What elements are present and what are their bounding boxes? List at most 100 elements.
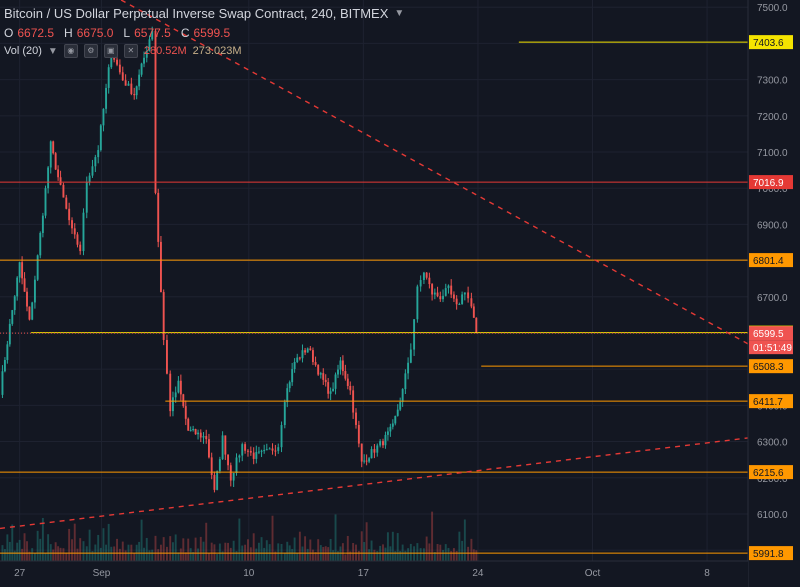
volume-bar [54, 542, 57, 561]
price-axis-background[interactable] [748, 0, 800, 587]
volume-bar [346, 535, 349, 561]
countdown-label: 01:51:49 [753, 343, 792, 354]
volume-bar [205, 522, 208, 561]
volume-bar [277, 543, 280, 561]
candle-body [252, 452, 255, 459]
candle-body [260, 450, 263, 452]
candle-body [363, 460, 366, 462]
volume-bar [133, 553, 136, 561]
candle-body [416, 286, 419, 320]
price-tick-label: 7300.0 [757, 76, 788, 87]
horizontal-levels[interactable] [0, 41, 748, 554]
volume-indicator-label[interactable]: Vol (20) [4, 45, 42, 57]
volume-bar [334, 514, 337, 561]
settings-icon[interactable]: ⚙ [83, 44, 98, 58]
volume-bar [174, 534, 177, 561]
candle-body [365, 460, 368, 462]
volume-bar [450, 551, 453, 561]
price-axis-level-labels: 7403.67016.96801.46601.06599.56508.36411… [749, 35, 793, 561]
source-icon[interactable]: ▣ [103, 44, 118, 58]
candle-body [399, 401, 402, 410]
volume-bar [436, 544, 439, 561]
volume-bar [227, 542, 230, 561]
volume-bar [107, 523, 110, 561]
candle-body [322, 373, 325, 380]
candle-body [277, 447, 280, 451]
volume-bar [216, 553, 219, 561]
volume-bar [370, 540, 373, 561]
candle-body [396, 409, 399, 416]
candle-body [148, 39, 151, 51]
volume-bar [52, 549, 55, 561]
volume-bar [409, 543, 412, 561]
volume-bar [455, 550, 458, 561]
candle-body [73, 228, 76, 235]
candle-body [394, 415, 397, 424]
candle-body [140, 63, 143, 75]
candle-body [184, 406, 187, 419]
chart-title[interactable]: Bitcoin / US Dollar Perpetual Inverse Sw… [4, 6, 389, 21]
candle-body [389, 426, 392, 432]
candle-body [235, 457, 238, 473]
candle-body [306, 348, 309, 353]
candle-body [88, 175, 91, 183]
volume-bar [47, 534, 50, 561]
chart-header: Bitcoin / US Dollar Perpetual Inverse Sw… [4, 6, 404, 21]
volume-bar [314, 552, 317, 561]
volume-bar [184, 552, 187, 561]
chevron-down-icon[interactable]: ▼ [47, 45, 58, 57]
volume-bar [260, 537, 263, 561]
time-axis-background[interactable] [0, 561, 748, 587]
candle-body [65, 197, 68, 209]
volume-bar [252, 533, 255, 561]
volume-bar [280, 543, 283, 561]
volume-bar [404, 550, 407, 561]
volume-bar [396, 533, 399, 561]
level-label-background [749, 546, 793, 561]
volume-bar [463, 519, 466, 561]
open-key: O [4, 26, 14, 40]
volume-bar [28, 551, 31, 561]
volume-bar [339, 546, 342, 561]
chevron-down-icon[interactable]: ▼ [394, 8, 405, 19]
ohlc-readout: O 6672.5 H 6675.0 L 6577.5 C 6599.5 [4, 26, 236, 40]
volume-bar [360, 531, 363, 561]
candle-body [257, 451, 260, 453]
candle-body [47, 167, 50, 189]
candle-body [18, 262, 21, 278]
volume-bar [384, 547, 387, 561]
candle-body [165, 339, 168, 374]
low-value: 6577.5 [134, 26, 171, 40]
time-tick-label: 27 [14, 568, 26, 579]
volume-bar [85, 546, 88, 561]
candle-body [124, 80, 127, 86]
volume-bar [79, 538, 82, 561]
eye-icon[interactable]: ◉ [63, 44, 78, 58]
volume-bar [442, 549, 444, 561]
volume-bar [389, 546, 392, 561]
volume-bar [218, 543, 221, 561]
close-icon[interactable]: ✕ [123, 44, 138, 58]
level-label-background [749, 326, 793, 341]
volume-bar [452, 548, 455, 561]
time-axis[interactable]: 27 Sep 10 17 24 Oct 8 [14, 568, 710, 579]
volume-bar [39, 538, 42, 561]
candle-body [135, 86, 138, 96]
volume-bar [116, 538, 118, 561]
volume-bar [271, 515, 274, 561]
volume-bar [416, 543, 419, 561]
open-value: 6672.5 [17, 26, 55, 40]
volume-bar [475, 550, 478, 561]
volume-bar [344, 554, 347, 561]
volume-bar [394, 551, 397, 561]
candle-body [151, 30, 154, 40]
volume-bar [162, 537, 165, 561]
candle-body [296, 357, 299, 363]
candle-body [1, 371, 4, 395]
volume-bar [373, 549, 376, 561]
level-label-background [749, 465, 793, 480]
level-label: 6411.7 [753, 397, 783, 408]
volume-bar [68, 528, 71, 561]
volume-bar [76, 548, 79, 561]
